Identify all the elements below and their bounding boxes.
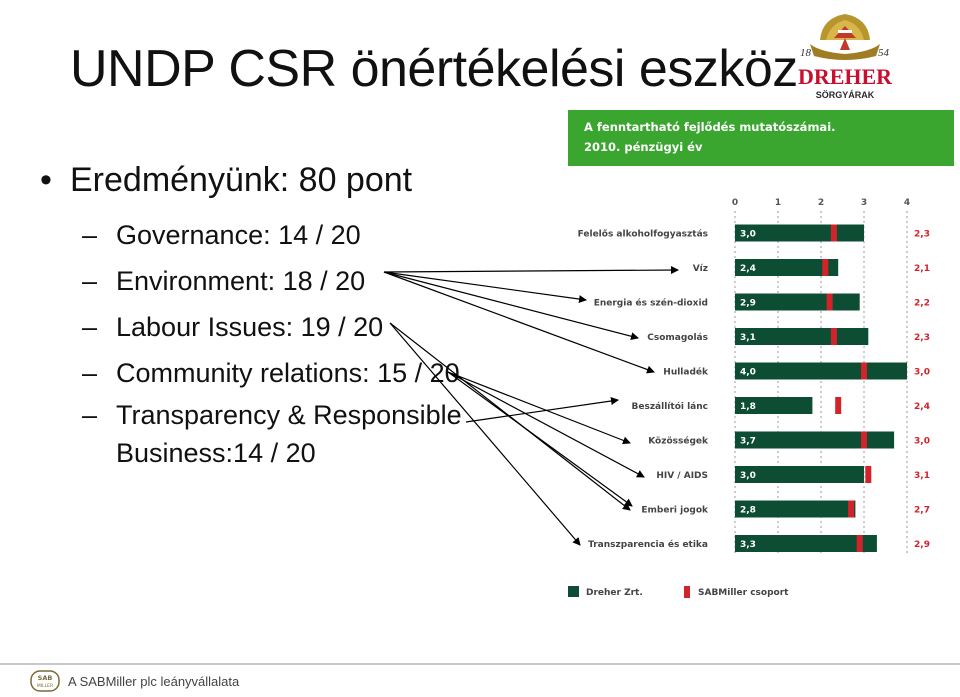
marker-sabmiller — [861, 431, 867, 449]
marker-sabmiller — [861, 362, 867, 380]
svg-text:MILLER: MILLER — [37, 683, 53, 689]
sabmiller-value-label: 3,0 — [914, 437, 930, 447]
sub-bullet-text: Transparency & Responsible — [116, 400, 462, 430]
sabmiller-value-label: 2,3 — [914, 230, 930, 240]
sub-bullet-governance: – Governance: 14 / 20 — [82, 212, 462, 258]
bar-value-label: 3,0 — [740, 471, 756, 481]
bar-value-label: 3,7 — [740, 437, 756, 447]
sub-bullet-text-cont: Business:14 / 20 — [116, 438, 316, 468]
marker-sabmiller — [835, 397, 842, 414]
bar-dreher — [735, 431, 895, 449]
sub-bullet-text: Environment: 18 / 20 — [116, 266, 366, 296]
sabmiller-value-label: 2,9 — [914, 540, 930, 550]
marker-sabmiller — [856, 535, 863, 552]
slide-title: UNDP CSR önértékelési eszköz — [70, 40, 798, 98]
bar-value-label: 3,3 — [740, 540, 756, 550]
main-bullet-text: Eredményünk: 80 pont — [70, 161, 413, 199]
sabmiller-value-label: 2,7 — [914, 506, 930, 516]
footer-divider — [0, 663, 960, 665]
bullet-dot-icon: • — [40, 161, 52, 199]
marker-sabmiller — [830, 224, 837, 242]
footer-text: A SABMiller plc leányvállalata — [68, 673, 240, 689]
bar-dreher — [735, 535, 877, 552]
bar-value-label: 2,9 — [740, 299, 756, 309]
bar-dreher — [735, 259, 839, 276]
category-label: Hulladék — [663, 367, 709, 378]
bar-dreher — [735, 466, 864, 483]
logo-year-left: 18 — [800, 47, 812, 59]
sabmiller-badge-icon: SAB MILLER — [30, 670, 60, 692]
sub-bullet-list: – Governance: 14 / 20 – Environment: 18 / … — [82, 212, 462, 472]
dash-icon: – — [82, 358, 98, 388]
bar-value-label: 2,4 — [740, 264, 756, 274]
x-tick-label: 0 — [732, 198, 738, 208]
logo-brand: DREHER — [798, 64, 893, 89]
sabmiller-value-label: 3,1 — [914, 471, 930, 481]
footer: SAB MILLER A SABMiller plc leányvállalat… — [30, 668, 239, 694]
bar-value-label: 3,0 — [740, 230, 756, 240]
x-tick-label: 1 — [775, 198, 781, 208]
x-tick-label: 2 — [818, 198, 824, 208]
bar-value-label: 2,8 — [740, 506, 756, 516]
marker-sabmiller — [826, 293, 833, 311]
sabmiller-value-label: 2,1 — [914, 264, 930, 274]
logo-year-right: 54 — [878, 47, 890, 59]
x-tick-label: 4 — [904, 198, 910, 208]
category-label: Transzparencia és etika — [588, 539, 708, 550]
marker-sabmiller — [865, 466, 872, 483]
bar-dreher — [735, 362, 907, 380]
x-tick-label: 3 — [861, 198, 867, 208]
category-label: Emberi jogok — [641, 506, 709, 516]
sub-bullet-community: – Community relations: 15 / 20 — [82, 350, 462, 396]
legend-swatch-dreher — [568, 586, 579, 597]
marker-sabmiller — [822, 259, 829, 276]
sabmiller-value-label: 2,2 — [914, 299, 930, 309]
category-label: Csomagolás — [647, 333, 708, 343]
category-label: Víz — [693, 264, 708, 274]
category-label: Közösségek — [648, 436, 709, 447]
legend-label-sabmiller: SABMiller csoport — [698, 588, 789, 598]
dash-icon: – — [82, 266, 98, 296]
category-label: Felelős alkoholfogyasztás — [578, 230, 708, 240]
svg-text:SAB: SAB — [38, 674, 53, 682]
crest-icon — [810, 14, 880, 60]
dash-icon: – — [82, 220, 98, 250]
bar-value-label: 1,8 — [740, 402, 756, 412]
bar-dreher — [735, 397, 813, 414]
bar-value-label: 4,0 — [740, 368, 756, 378]
chart-title-line2: 2010. pénzügyi év — [584, 140, 703, 154]
sub-bullet-environment: – Environment: 18 / 20 — [82, 258, 462, 304]
sustainability-chart: A fenntartható fejlődés mutatószámai. 20… — [568, 110, 954, 598]
dreher-logo: 18 54 DREHER SÖRGYÁRAK — [798, 14, 893, 100]
sabmiller-value-label: 2,4 — [914, 402, 930, 412]
dash-icon: – — [82, 312, 98, 342]
marker-sabmiller — [848, 500, 855, 518]
sub-bullet-text: Community relations: 15 / 20 — [116, 358, 460, 388]
sub-bullet-text: Labour Issues: 19 / 20 — [116, 312, 384, 342]
chart-title: A fenntartható fejlődés mutatószámai. — [584, 120, 836, 134]
category-label: HIV / AIDS — [656, 471, 708, 481]
bar-value-label: 3,1 — [740, 333, 756, 343]
sub-bullet-labour: – Labour Issues: 19 / 20 — [82, 304, 462, 350]
legend-swatch-sabmiller — [684, 586, 690, 598]
category-label: Energia és szén-dioxid — [594, 298, 708, 309]
dash-icon: – — [82, 400, 98, 430]
sub-bullet-transparency: – Transparency & Responsible Business:14 /… — [82, 396, 462, 472]
marker-sabmiller — [830, 328, 837, 345]
legend-label-dreher: Dreher Zrt. — [586, 588, 643, 598]
main-bullet: • Eredményünk: 80 pont — [40, 158, 412, 202]
sabmiller-value-label: 2,3 — [914, 333, 930, 343]
category-label: Beszállítói lánc — [632, 401, 709, 412]
sabmiller-value-label: 3,0 — [914, 368, 930, 378]
sub-bullet-text: Governance: 14 / 20 — [116, 220, 361, 250]
bar-dreher — [735, 500, 856, 518]
logo-sub: SÖRGYÁRAK — [816, 90, 875, 100]
chart-header-band — [568, 110, 954, 166]
